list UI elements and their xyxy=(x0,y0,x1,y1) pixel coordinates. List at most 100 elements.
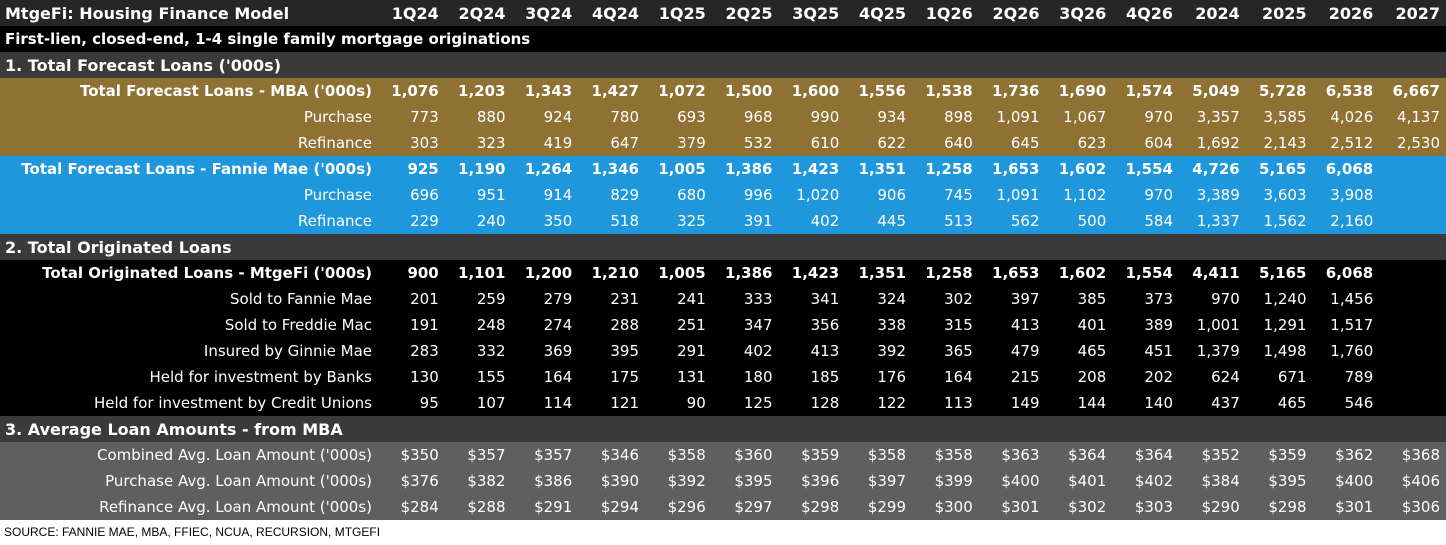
table-row: Insured by Ginnie Mae 283 332 369 395 291 402 4… xyxy=(0,338,1446,364)
section-title: 3. Average Loan Amounts - from MBA xyxy=(5,419,343,439)
table-cell: 465 xyxy=(1277,394,1307,412)
row-label: Total Forecast Loans - MBA ('000s) xyxy=(79,82,372,100)
table-cell: 2,160 xyxy=(1330,212,1374,230)
column-header: 1Q26 xyxy=(925,3,973,23)
row-label: Purchase xyxy=(303,108,372,126)
table-cell: 347 xyxy=(743,316,773,334)
table-cell: 518 xyxy=(610,212,639,230)
table-cell: $390 xyxy=(600,472,639,490)
originated-loans-group: Total Originated Loans - MtgeFi ('000s) 9… xyxy=(0,260,1446,416)
table-cell: $298 xyxy=(801,498,840,516)
table-cell: $363 xyxy=(1001,446,1040,464)
table-cell: 121 xyxy=(610,394,639,412)
table-cell: $401 xyxy=(1068,472,1107,490)
table-cell: 1,203 xyxy=(458,82,506,100)
table-cell: 3,389 xyxy=(1196,186,1240,204)
table-row: Held for investment by Credit Unions 95 10… xyxy=(0,390,1446,416)
table-cell: 122 xyxy=(877,394,906,412)
table-cell: 338 xyxy=(877,316,906,334)
table-cell: 640 xyxy=(944,134,973,152)
table-cell: 1,102 xyxy=(1063,186,1107,204)
column-header: 1Q25 xyxy=(658,3,706,23)
table-cell: 532 xyxy=(743,134,773,152)
table-cell: 1,200 xyxy=(524,264,573,282)
table-cell: $298 xyxy=(1268,498,1307,516)
table-cell: 1,337 xyxy=(1196,212,1240,230)
table-row: Combined Avg. Loan Amount ('000s) $350 $35… xyxy=(0,442,1446,468)
section-header: 2. Total Originated Loans xyxy=(0,234,1446,260)
table-cell: $358 xyxy=(934,446,973,464)
table-cell: 341 xyxy=(810,290,840,308)
table-cell: $299 xyxy=(867,498,906,516)
table-cell: 1,258 xyxy=(925,160,973,178)
table-cell: $284 xyxy=(400,498,439,516)
table-cell: $300 xyxy=(934,498,973,516)
table-cell: $294 xyxy=(600,498,639,516)
column-header: 2024 xyxy=(1195,3,1240,23)
table-cell: 274 xyxy=(543,316,573,334)
table-row: Purchase 773 880 924 780 693 968 990 934 898 1,091… xyxy=(0,104,1446,130)
table-cell: 395 xyxy=(610,342,639,360)
table-cell: 3,603 xyxy=(1263,186,1307,204)
table-cell: 1,760 xyxy=(1330,342,1374,360)
table-cell: 906 xyxy=(877,186,906,204)
table-cell: 880 xyxy=(476,108,506,126)
table-cell: 332 xyxy=(476,342,506,360)
table-cell: 164 xyxy=(944,368,973,386)
table-cell: 479 xyxy=(1010,342,1040,360)
table-cell: $350 xyxy=(400,446,439,464)
table-cell: 970 xyxy=(1211,290,1240,308)
table-cell: 1,653 xyxy=(992,160,1040,178)
table-cell: 325 xyxy=(677,212,706,230)
column-header: 3Q24 xyxy=(525,3,573,23)
table-cell: 671 xyxy=(1277,368,1307,386)
section-header: 1. Total Forecast Loans ('000s) xyxy=(0,52,1446,78)
table-cell: 229 xyxy=(410,212,439,230)
table-cell: 291 xyxy=(677,342,706,360)
table-cell: 914 xyxy=(543,186,573,204)
column-header: 4Q24 xyxy=(592,3,639,23)
table-cell: 1,562 xyxy=(1263,212,1307,230)
table-cell: 4,137 xyxy=(1397,108,1440,126)
table-cell: 1,600 xyxy=(791,82,840,100)
table-cell: 279 xyxy=(543,290,573,308)
table-cell: 1,423 xyxy=(791,264,840,282)
table-cell: 451 xyxy=(1144,342,1173,360)
table-cell: $395 xyxy=(1268,472,1307,490)
table-cell: 5,165 xyxy=(1259,160,1307,178)
table-cell: 419 xyxy=(543,134,573,152)
table-cell: 201 xyxy=(410,290,439,308)
table-cell: 562 xyxy=(1010,212,1040,230)
table-cell: 1,574 xyxy=(1125,82,1173,100)
table-cell: 315 xyxy=(944,316,973,334)
section-title: 2. Total Originated Loans xyxy=(5,237,232,257)
table-row: Total Forecast Loans - Fannie Mae ('000s… xyxy=(0,156,1446,182)
table-cell: 1,005 xyxy=(658,264,706,282)
column-header: 2025 xyxy=(1261,3,1307,23)
column-header: 2Q26 xyxy=(992,3,1040,23)
table-cell: 1,386 xyxy=(725,264,773,282)
column-header: 2027 xyxy=(1395,3,1440,23)
table-cell: 241 xyxy=(677,290,706,308)
table-cell: 445 xyxy=(877,212,906,230)
table-cell: 951 xyxy=(476,186,506,204)
table-cell: $306 xyxy=(1401,498,1440,516)
table-cell: 500 xyxy=(1077,212,1107,230)
table-cell: 302 xyxy=(944,290,973,308)
table-cell: $296 xyxy=(667,498,706,516)
table-cell: 125 xyxy=(743,394,773,412)
table-cell: 323 xyxy=(476,134,506,152)
table-cell: 1,020 xyxy=(796,186,840,204)
table-cell: 2,512 xyxy=(1330,134,1374,152)
table-cell: 1,517 xyxy=(1330,316,1374,334)
table-cell: 6,068 xyxy=(1325,264,1374,282)
table-cell: 114 xyxy=(543,394,573,412)
table-cell: 397 xyxy=(1010,290,1040,308)
table-cell: 1,456 xyxy=(1330,290,1374,308)
table-cell: 1,690 xyxy=(1058,82,1107,100)
table-row: Purchase 696 951 914 829 680 996 1,020 906 745 1,0… xyxy=(0,182,1446,208)
table-cell: 324 xyxy=(877,290,906,308)
table-cell: 610 xyxy=(810,134,840,152)
table-cell: 176 xyxy=(877,368,906,386)
table-cell: 3,585 xyxy=(1263,108,1307,126)
